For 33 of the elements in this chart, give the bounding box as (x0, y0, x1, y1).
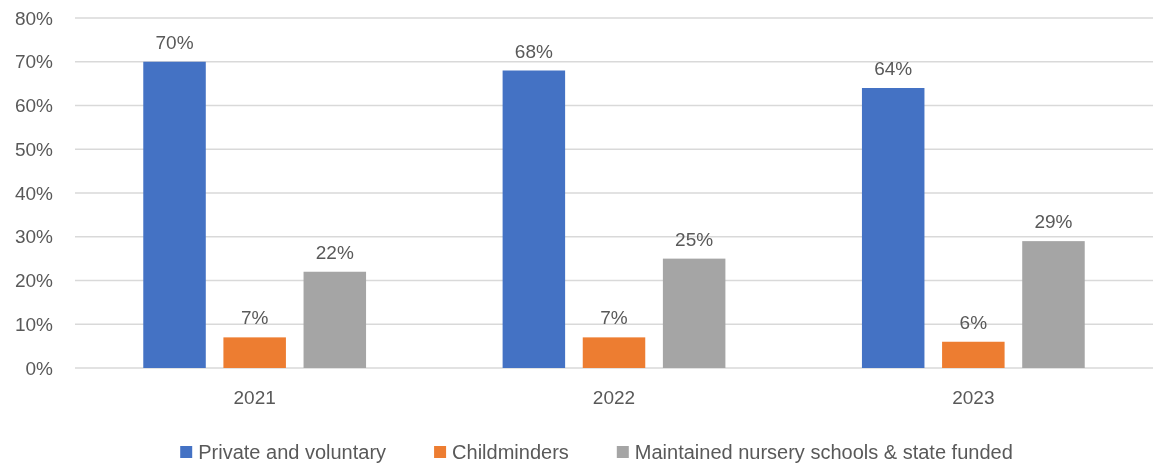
bar (942, 341, 1005, 368)
legend-label: Private and voluntary (198, 441, 387, 463)
data-label: 6% (959, 311, 988, 333)
bar (303, 271, 367, 368)
x-tick-label: 2023 (952, 386, 995, 408)
legend-label: Childminders (452, 441, 569, 463)
y-tick-label: 40% (14, 182, 54, 204)
data-label: 29% (1034, 211, 1073, 233)
data-label: 22% (315, 241, 354, 263)
y-tick-label: 60% (14, 95, 54, 117)
data-label: 25% (675, 228, 714, 250)
y-tick-label: 20% (14, 270, 54, 292)
bar (861, 88, 925, 368)
legend-label: Maintained nursery schools & state funded (634, 441, 1013, 463)
data-label: 70% (155, 31, 194, 53)
bar (143, 61, 206, 368)
bar (502, 70, 566, 368)
y-tick-label: 0% (25, 357, 54, 379)
x-tick-label: 2021 (233, 386, 276, 408)
y-tick-label: 70% (14, 51, 54, 73)
y-tick-label: 10% (14, 313, 54, 335)
y-tick-label: 30% (14, 226, 54, 248)
x-tick-label: 2022 (592, 386, 636, 408)
bar (582, 337, 646, 368)
data-label: 7% (600, 307, 628, 329)
bar (662, 258, 726, 368)
y-tick-label: 80% (14, 7, 54, 29)
data-label: 68% (514, 40, 553, 62)
bar (1022, 241, 1085, 368)
y-tick-label: 50% (14, 138, 54, 160)
data-label: 7% (240, 307, 269, 329)
data-label: 64% (874, 58, 913, 79)
bar (223, 337, 286, 368)
